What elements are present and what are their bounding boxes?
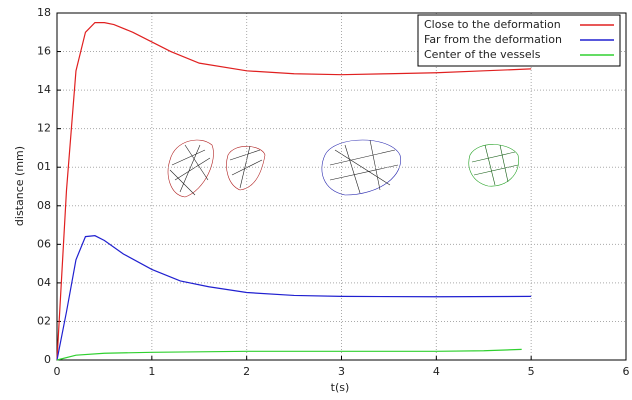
y-axis-label: distance (mm) [13, 146, 26, 226]
y-tick-label: 14 [37, 83, 51, 96]
legend-label: Center of the vessels [424, 48, 541, 61]
y-tick-label: 0 [44, 353, 51, 366]
legend-label: Far from the deformation [424, 33, 562, 46]
legend-label: Close to the deformation [424, 18, 561, 31]
y-tick-label: 06 [37, 237, 51, 250]
line [56, 22, 532, 361]
x-axis-label: t(s) [331, 381, 350, 394]
y-tick-label: 12 [37, 122, 51, 135]
y-tick-label: 02 [37, 314, 51, 327]
x-tick-label: 1 [148, 365, 155, 378]
plot-frame [56, 12, 627, 361]
x-tick-label: 2 [243, 365, 250, 378]
y-tick-label: 04 [37, 276, 51, 289]
x-tick-label: 4 [433, 365, 440, 378]
illustration [167, 139, 519, 198]
y-tick-label: 16 [37, 45, 51, 58]
line [56, 235, 532, 361]
x-tick-label: 3 [338, 365, 345, 378]
line [56, 348, 522, 361]
x-tick-label: 6 [623, 365, 630, 378]
y-tick-label: 18 [37, 6, 51, 19]
y-tick-label: 08 [37, 199, 51, 212]
x-tick-label: 5 [528, 365, 535, 378]
x-tick-label: 0 [54, 365, 61, 378]
y-tick-label: 01 [37, 160, 51, 173]
